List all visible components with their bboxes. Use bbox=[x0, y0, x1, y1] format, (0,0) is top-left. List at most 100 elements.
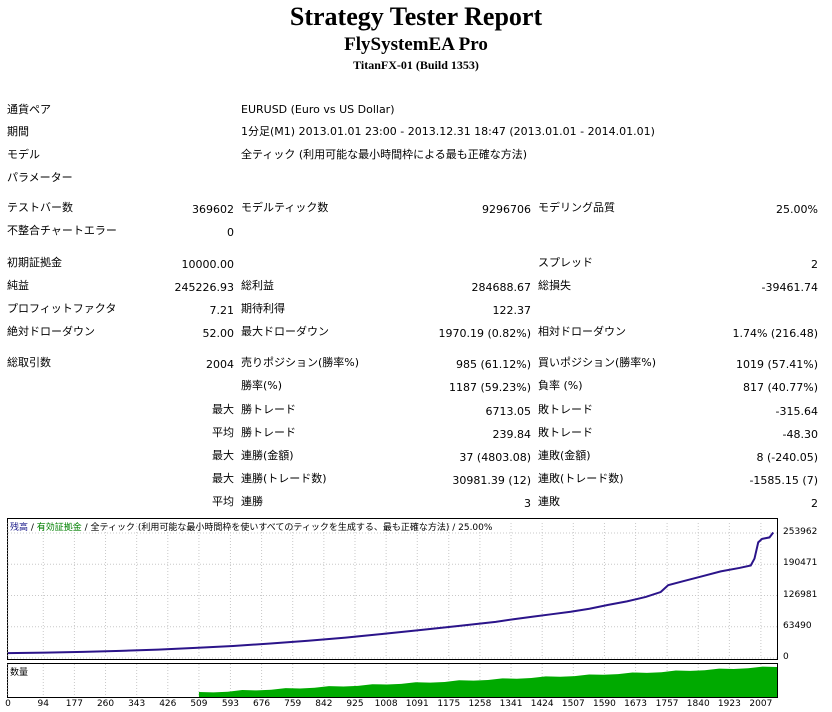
net-label: 純益 bbox=[7, 279, 29, 292]
model-value: 全ティック (利用可能な最小時間枠による最も正確な方法) bbox=[241, 148, 528, 161]
avg-loss-label: 敗トレード bbox=[538, 426, 593, 439]
abs-dd-value: 52.00 bbox=[202, 327, 235, 340]
x-tick-label: 177 bbox=[65, 699, 83, 709]
pf-value: 7.21 bbox=[209, 304, 235, 317]
x-tick-label: 260 bbox=[96, 699, 115, 709]
rel-dd-label: 相対ドローダウン bbox=[538, 325, 626, 338]
loss-value: 817 (40.77%) bbox=[742, 381, 818, 394]
x-tick-label: 1757 bbox=[655, 699, 679, 709]
trades-label: 総取引数 bbox=[7, 356, 51, 369]
gross-loss-label: 総損失 bbox=[538, 279, 571, 292]
gross-profit-value: 284688.67 bbox=[471, 281, 532, 294]
best-trade-label: 勝トレード bbox=[241, 403, 296, 416]
y-tick-label: 126981 bbox=[783, 589, 818, 600]
gross-profit-label: 総利益 bbox=[241, 279, 274, 292]
trades-value: 2004 bbox=[206, 358, 234, 371]
long-value: 1019 (57.41%) bbox=[735, 358, 818, 371]
params-label: パラメーター bbox=[7, 171, 73, 184]
gross-loss-value: -39461.74 bbox=[761, 281, 818, 294]
cons-wins-label: 連勝(金額) bbox=[241, 449, 294, 462]
max-prefix-1: 最大 bbox=[212, 403, 234, 416]
win-value: 1187 (59.23%) bbox=[448, 381, 531, 394]
server-build: TitanFX-01 (Build 1353) bbox=[353, 58, 479, 72]
model-label: モデル bbox=[7, 148, 40, 161]
legend-sep: / bbox=[28, 523, 37, 533]
quality-value: 25.00% bbox=[776, 203, 818, 216]
avg-cons-wins-label: 連勝 bbox=[241, 495, 263, 508]
pair-value: EURUSD (Euro vs US Dollar) bbox=[241, 103, 395, 116]
cons-wins-value: 37 (4803.08) bbox=[459, 451, 531, 464]
payoff-label: 期待利得 bbox=[241, 302, 285, 315]
cons-loss-value: -1585.15 (7) bbox=[749, 474, 818, 487]
ticks-value: 9296706 bbox=[482, 203, 531, 216]
y-tick-label: 253962 bbox=[783, 527, 818, 537]
pf-label: プロフィットファクタ bbox=[7, 302, 117, 315]
x-tick-label: 1590 bbox=[592, 699, 616, 709]
cons-profit-label: 連勝(トレード数) bbox=[241, 472, 327, 485]
pair-label: 通貨ペア bbox=[7, 103, 51, 116]
max-prefix-3: 最大 bbox=[212, 472, 234, 485]
mismatch-value: 0 bbox=[227, 226, 234, 239]
x-tick-label: 1175 bbox=[437, 699, 461, 709]
y-tick-label: 190471 bbox=[783, 558, 818, 569]
cons-profit-value: 30981.39 (12) bbox=[452, 474, 531, 487]
deposit-label: 初期証拠金 bbox=[7, 256, 62, 269]
avg-prefix-2: 平均 bbox=[212, 495, 234, 508]
short-value: 985 (61.12%) bbox=[455, 358, 531, 371]
win-label: 勝率(%) bbox=[241, 379, 283, 392]
avg-prefix-1: 平均 bbox=[212, 426, 234, 439]
avg-win-label: 勝トレード bbox=[241, 426, 296, 439]
loss-label: 負率 (%) bbox=[538, 379, 583, 392]
short-label: 売りポジション(勝率%) bbox=[241, 356, 360, 369]
quality-label: モデリング品質 bbox=[538, 201, 615, 214]
period-label: 期間 bbox=[7, 125, 29, 138]
x-tick-label: 509 bbox=[190, 699, 208, 709]
volume-chart-frame bbox=[7, 663, 778, 698]
volume-area bbox=[198, 666, 777, 697]
y-tick-label: 63490 bbox=[783, 620, 812, 631]
x-tick-label: 1341 bbox=[499, 699, 523, 709]
worst-trade-value: -315.64 bbox=[775, 405, 818, 418]
x-tick-label: 1923 bbox=[717, 699, 741, 709]
x-tick-label: 343 bbox=[128, 699, 146, 709]
chart-legend: 残高 / 有効証拠金 / 全ティック (利用可能な最小時間枠を使いすべてのティッ… bbox=[10, 520, 492, 533]
x-tick-label: 426 bbox=[159, 699, 177, 709]
x-tick-label: 1424 bbox=[530, 699, 554, 709]
bars-value: 369602 bbox=[192, 203, 234, 216]
net-value: 245226.93 bbox=[174, 281, 235, 294]
x-tick-label: 759 bbox=[284, 699, 302, 709]
y-tick-label: 0 bbox=[783, 652, 789, 662]
avg-cons-losses-label: 連敗 bbox=[538, 495, 560, 508]
x-tick-label: 925 bbox=[346, 699, 364, 709]
period-value: 1分足(M1) 2013.01.01 23:00 - 2013.12.31 18… bbox=[241, 125, 655, 138]
legend-balance: 残高 bbox=[10, 523, 29, 533]
max-prefix-2: 最大 bbox=[212, 449, 234, 462]
ticks-label: モデルティック数 bbox=[241, 201, 329, 214]
cons-losses-value: 8 (-240.05) bbox=[756, 451, 818, 464]
best-trade-value: 6713.05 bbox=[485, 405, 532, 418]
volume-label: 数量 bbox=[10, 668, 29, 678]
x-tick-label: 1258 bbox=[468, 699, 492, 709]
legend-rest: / 全ティック (利用可能な最小時間枠を使いすべてのティックを生成する、最も正確… bbox=[81, 523, 493, 533]
payoff-value: 122.37 bbox=[492, 304, 532, 317]
x-tick-label: 1673 bbox=[624, 699, 648, 709]
rel-dd-value: 1.74% (216.48) bbox=[732, 327, 818, 340]
long-label: 買いポジション(勝率%) bbox=[538, 356, 657, 369]
cons-losses-label: 連敗(金額) bbox=[538, 449, 591, 462]
avg-cons-losses-value: 2 bbox=[811, 497, 818, 510]
max-dd-value: 1970.19 (0.82%) bbox=[438, 327, 531, 340]
x-tick-label: 1091 bbox=[405, 699, 429, 709]
abs-dd-label: 絶対ドローダウン bbox=[7, 325, 95, 338]
avg-loss-value: -48.30 bbox=[782, 428, 818, 441]
bars-label: テストバー数 bbox=[7, 201, 73, 214]
x-tick-label: 1840 bbox=[686, 699, 710, 709]
avg-win-value: 239.84 bbox=[492, 428, 532, 441]
x-tick-label: 593 bbox=[221, 699, 240, 709]
x-tick-label: 2007 bbox=[749, 699, 773, 709]
ea-name: FlySystemEA Pro bbox=[344, 34, 488, 55]
x-tick-label: 94 bbox=[37, 699, 49, 709]
balance-line bbox=[7, 531, 775, 655]
avg-cons-wins-value: 3 bbox=[524, 497, 531, 510]
x-tick-label: 842 bbox=[315, 699, 333, 709]
